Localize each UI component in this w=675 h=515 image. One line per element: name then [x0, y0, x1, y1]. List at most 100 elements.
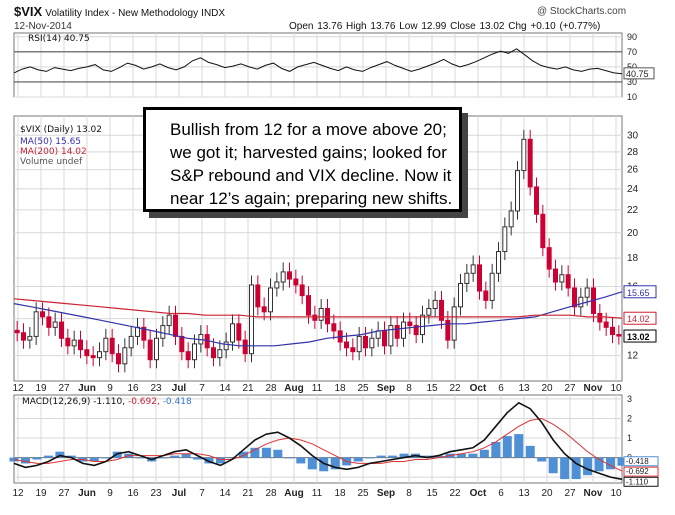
candle-body: [502, 226, 508, 253]
watermark: @ StockCharts.com: [537, 6, 627, 17]
price-tick-label: 12: [627, 351, 639, 362]
candle-body: [255, 284, 261, 308]
macd-value-tag: [623, 476, 659, 487]
macd-histogram-bar: [399, 453, 409, 458]
x-tick-label: 14: [219, 383, 231, 394]
macd-histogram-bar: [170, 455, 180, 458]
macd-histogram-bar: [89, 457, 99, 462]
quote-line: Open 13.76 High 13.76 Low 12.99 Close 13…: [289, 21, 601, 32]
macd-histogram-bar: [307, 457, 317, 470]
macd-histogram-bar: [55, 451, 65, 458]
candle-body: [420, 314, 425, 336]
macd-histogram-bar: [20, 457, 30, 464]
candle-body: [78, 339, 83, 351]
x-tick-label: 18: [334, 383, 346, 394]
x-tick-label: 12: [12, 488, 24, 499]
candle-body: [141, 326, 147, 341]
x-tick-label: 8: [406, 488, 412, 499]
x-tick-label: 9: [107, 488, 113, 499]
candle-body: [540, 213, 546, 249]
price-value-tag: [623, 329, 657, 343]
macd-histogram-bar: [617, 457, 627, 466]
macd-histogram-bar: [606, 457, 616, 470]
x-tick-label: Jun: [78, 488, 96, 499]
x-tick-label: Jun: [78, 383, 96, 394]
x-tick-label: 12: [12, 383, 24, 394]
macd-histogram-bar: [181, 453, 191, 458]
candle-body: [312, 314, 318, 321]
candle-body: [90, 355, 96, 359]
x-tick-label: 6: [498, 383, 504, 394]
candle-body: [521, 138, 527, 172]
candle-body: [40, 311, 45, 318]
candle-body: [71, 339, 77, 347]
candle-body: [179, 335, 185, 353]
candle-body: [109, 337, 115, 355]
annotation-box: Bullish from 12 for a move above 20; we …: [143, 107, 462, 212]
rsi-panel-frame: [13, 32, 623, 98]
x-tick-label: 8: [406, 383, 412, 394]
macd-histogram-bar: [422, 455, 432, 458]
candle-body: [439, 299, 444, 321]
rsi-tick-label: 30: [627, 77, 637, 87]
candle-body: [489, 272, 495, 301]
x-tick-label: 28: [265, 383, 277, 394]
candle-body: [217, 349, 223, 359]
candle-body: [185, 351, 191, 361]
annotation-line-3: S&P rebound and VIX decline. Now it: [170, 166, 452, 185]
x-tick-label: Oct: [470, 488, 487, 499]
candle-body: [584, 287, 590, 298]
macd-histogram-bar: [215, 457, 225, 464]
macd-histogram-bar: [433, 455, 443, 458]
candle-body: [33, 311, 39, 337]
symbol: $VIX: [14, 4, 43, 19]
macd-histogram-bar: [284, 457, 294, 459]
x-tick-label: 20: [541, 383, 553, 394]
price-tick-label: 20: [627, 228, 639, 239]
macd-signal-line: [13, 417, 623, 472]
price-tick-label: 24: [627, 184, 639, 195]
price-legend-vix: $VIX (Daily) 13.02: [20, 125, 102, 135]
x-tick-label: 10: [610, 488, 622, 499]
candle-body: [46, 316, 52, 328]
candle-body: [413, 325, 419, 336]
candle-body: [572, 287, 577, 308]
candle-body: [268, 287, 273, 313]
macd-histogram-bar: [43, 455, 53, 458]
x-tick-label: 7: [199, 488, 205, 499]
candle-body: [388, 325, 394, 347]
candle-body: [464, 272, 470, 284]
macd-value-tag-text: -0.418: [626, 457, 649, 466]
candle-body: [318, 307, 324, 321]
macd-histogram-bar: [560, 457, 570, 480]
rsi-legend: RSI(14) 40.75: [28, 34, 90, 44]
candle-body: [103, 337, 109, 353]
candle-body: [382, 330, 387, 347]
macd-value-tag-text: -1.110: [626, 477, 649, 486]
candle-body: [559, 274, 565, 283]
x-tick-label: 20: [541, 488, 553, 499]
candle-body: [363, 335, 368, 349]
candle-body: [375, 330, 381, 339]
macd-histogram-bar: [468, 453, 478, 458]
x-tick-label: 25: [357, 488, 369, 499]
macd-value-tag-text: -0.692: [626, 467, 649, 476]
x-tick-label: Aug: [284, 383, 303, 394]
candle-body: [230, 323, 235, 343]
candle-body: [597, 312, 603, 323]
macd-histogram-bar: [238, 451, 248, 458]
macd-histogram-bar: [583, 457, 593, 476]
candle-body: [27, 335, 33, 341]
ma200-line: [13, 298, 623, 319]
x-tick-label: 21: [242, 383, 254, 394]
ma50-line: [13, 291, 623, 347]
x-tick-label: 27: [58, 488, 70, 499]
rsi-tick-label: 10: [627, 92, 637, 102]
macd-histogram-bar: [502, 436, 512, 458]
macd-panel-frame: [13, 394, 623, 484]
x-tick-label: 22: [449, 383, 461, 394]
candle-body: [128, 335, 134, 349]
exchange: INDX: [201, 8, 226, 19]
macd-histogram-bar: [491, 441, 501, 458]
